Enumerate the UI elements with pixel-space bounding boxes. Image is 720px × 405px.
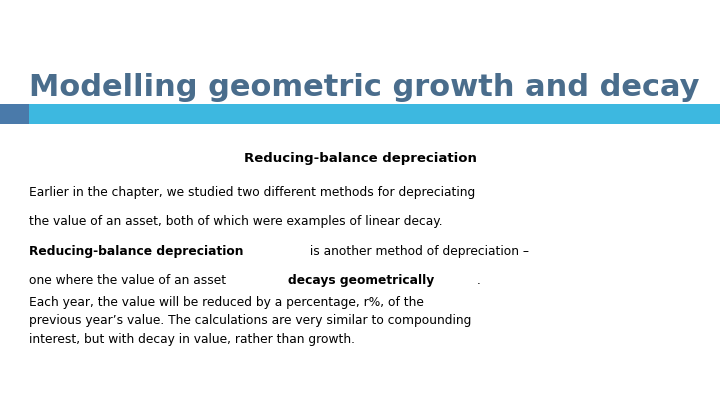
Text: one where the value of an asset: one where the value of an asset <box>29 274 230 287</box>
Text: .: . <box>477 274 481 287</box>
Text: Each year, the value will be reduced by a percentage, r%, of the
previous year’s: Each year, the value will be reduced by … <box>29 296 471 345</box>
Bar <box>0 104 29 124</box>
Text: Earlier in the chapter, we studied two different methods for depreciating: Earlier in the chapter, we studied two d… <box>29 186 475 199</box>
Text: the value of an asset, both of which were examples of linear decay.: the value of an asset, both of which wer… <box>29 215 442 228</box>
Text: is another method of depreciation –: is another method of depreciation – <box>305 245 528 258</box>
Text: decays geometrically: decays geometrically <box>288 274 434 287</box>
Text: Modelling geometric growth and decay: Modelling geometric growth and decay <box>29 73 699 102</box>
Text: Reducing-balance depreciation: Reducing-balance depreciation <box>243 152 477 165</box>
Text: Reducing-balance depreciation: Reducing-balance depreciation <box>29 245 243 258</box>
Bar <box>29 104 720 124</box>
